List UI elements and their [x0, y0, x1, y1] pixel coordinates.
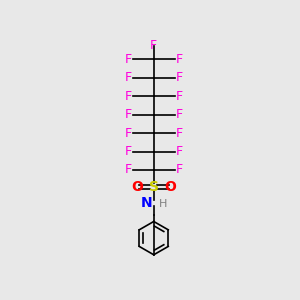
Text: F: F — [176, 71, 183, 84]
Text: F: F — [124, 127, 132, 140]
Text: F: F — [124, 71, 132, 84]
Text: F: F — [150, 39, 157, 52]
Text: N: N — [140, 196, 152, 211]
Text: F: F — [176, 127, 183, 140]
Text: O: O — [164, 180, 176, 194]
Text: H: H — [159, 199, 167, 209]
Text: F: F — [124, 108, 132, 121]
Text: F: F — [176, 108, 183, 121]
Text: O: O — [131, 180, 143, 194]
Text: F: F — [124, 52, 132, 66]
Text: F: F — [176, 52, 183, 66]
Text: F: F — [176, 164, 183, 176]
Text: F: F — [124, 145, 132, 158]
Text: F: F — [124, 164, 132, 176]
Text: F: F — [176, 90, 183, 103]
Text: F: F — [176, 145, 183, 158]
Text: S: S — [149, 180, 159, 194]
Text: F: F — [124, 90, 132, 103]
